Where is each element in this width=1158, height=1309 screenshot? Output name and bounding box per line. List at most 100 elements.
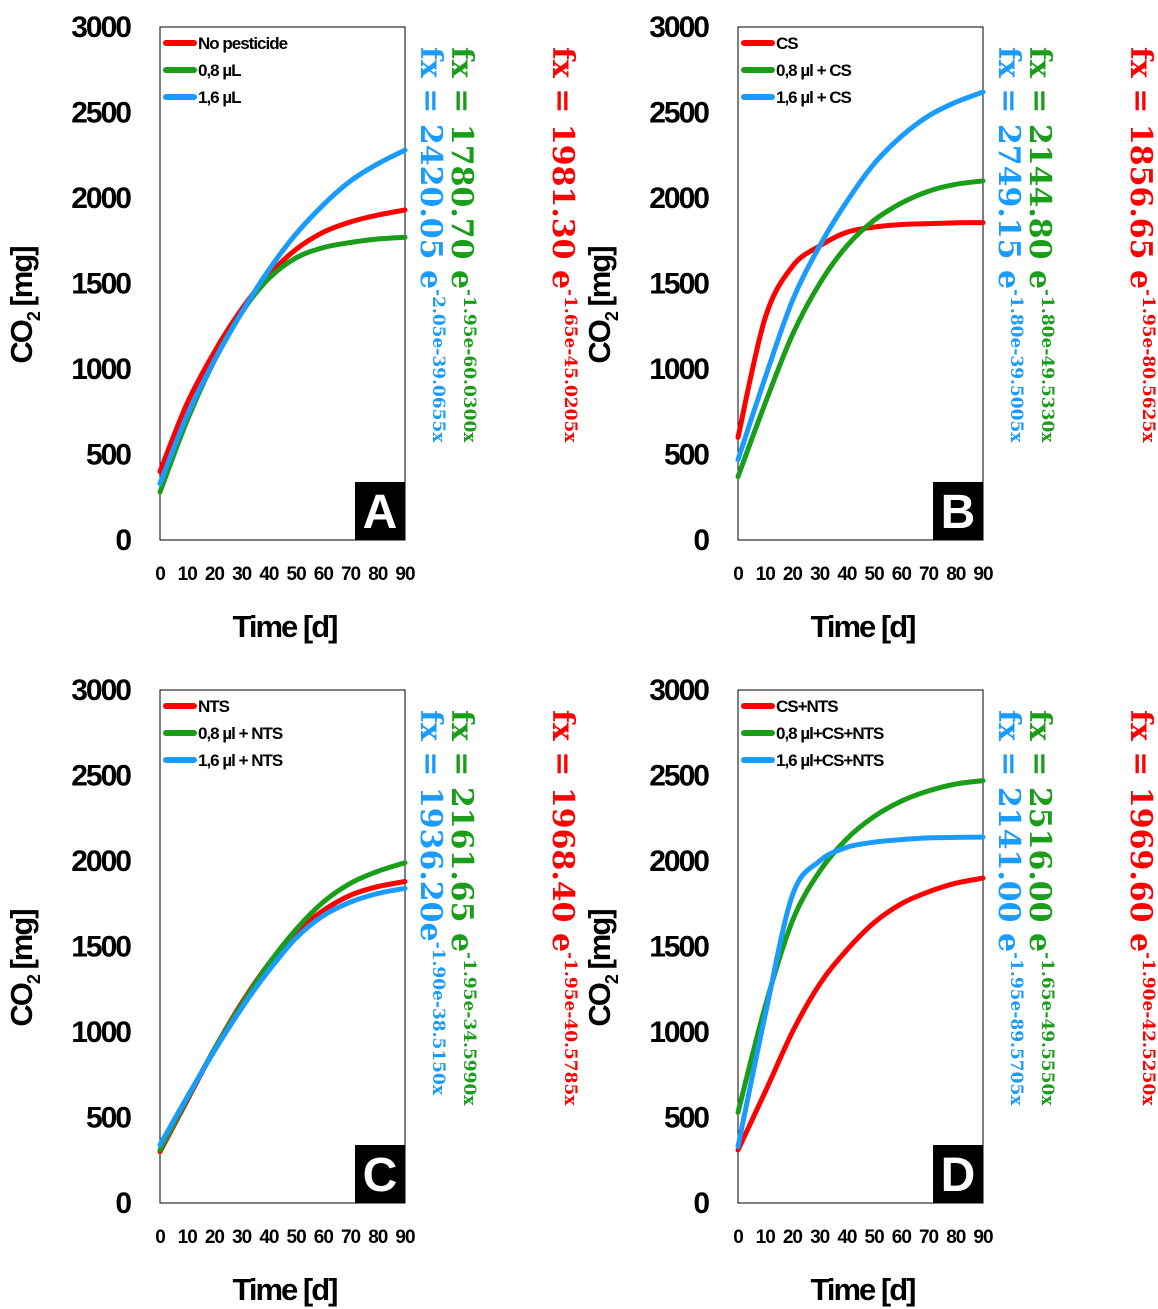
equation-exponent: -1.95e-34.5990x <box>459 952 479 1106</box>
x-tick-label: 50 <box>865 1227 885 1248</box>
y-tick-label: 1000 <box>649 1016 709 1049</box>
y-tick-label: 0 <box>693 1187 709 1220</box>
x-tick-label: 60 <box>314 564 334 585</box>
x-tick-label: 40 <box>837 564 857 585</box>
x-tick-label: 20 <box>783 564 803 585</box>
series-line-2 <box>157 147 408 487</box>
x-axis-title: Time [d] <box>811 609 916 644</box>
x-tick-label: 80 <box>946 1227 966 1248</box>
y-axis-title: CO2 [mg] <box>582 910 622 1027</box>
fit-equation: fx = 1981.30 e-1.65e-45.0205x <box>545 47 580 443</box>
x-tick-label: 10 <box>178 1227 198 1248</box>
y-axis-title-sub: 2 <box>24 974 44 984</box>
legend-label: 0,8 µl+CS+NTS <box>776 724 884 743</box>
x-tick-label: 40 <box>259 1227 279 1248</box>
y-axis-title-unit: [mg] <box>4 247 39 313</box>
series-line-0 <box>735 875 986 1153</box>
x-tick-label: 50 <box>865 564 885 585</box>
equation-main: fx = 2516.00 e <box>1022 710 1057 952</box>
equation-exponent: -1.90e-38.5150x <box>428 942 448 1096</box>
y-axis-title-unit: [mg] <box>582 247 617 313</box>
y-tick-label: 2000 <box>649 845 709 878</box>
y-axis-title-main: CO <box>582 983 617 1026</box>
panel-A: 0 500 1000 1500 2000 2500 3000 0 10 20 30 40 50 60 70 8… <box>4 11 580 644</box>
y-tick-label: 1500 <box>71 268 131 301</box>
y-tick-label: 1500 <box>71 931 131 964</box>
y-tick-label: 0 <box>693 524 709 557</box>
series-line-2 <box>735 89 986 463</box>
x-tick-label: 10 <box>178 564 198 585</box>
equation-main: fx = 1969.60 e <box>1123 710 1158 952</box>
y-axis-title-main: CO <box>4 983 39 1026</box>
legend-label: CS+NTS <box>776 697 838 716</box>
fit-equation: fx = 2420.05 e-2.05e-39.0655x <box>413 47 448 443</box>
equation-main: fx = 1936.20e <box>413 710 448 942</box>
panel-badge <box>355 482 405 540</box>
y-axis-title: CO2 [mg] <box>4 247 44 364</box>
y-tick-label: 1500 <box>649 268 709 301</box>
series-line-2 <box>157 885 408 1148</box>
equation-exponent: -1.65e-49.5550x <box>1037 952 1057 1106</box>
y-tick-label: 2000 <box>649 182 709 215</box>
fit-equation: fx = 1936.20e-1.90e-38.5150x <box>413 710 448 1096</box>
panel-B: 0 500 1000 1500 2000 2500 3000 0 10 20 30 40 50 60 70 8… <box>582 11 1158 644</box>
fit-equation: fx = 2141.00 e-1.95e-89.5705x <box>991 710 1026 1106</box>
x-tick-label: 90 <box>973 564 993 585</box>
legend-label: 1,6 µl + NTS <box>198 751 283 770</box>
panel-badge <box>933 1145 983 1203</box>
equation-exponent: -1.95e-60.0300x <box>459 289 479 443</box>
y-tick-label: 500 <box>664 1102 709 1135</box>
series-line-0 <box>735 220 986 440</box>
x-tick-label: 60 <box>892 564 912 585</box>
y-tick-label: 3000 <box>71 674 131 707</box>
panel-D: 0 500 1000 1500 2000 2500 3000 0 10 20 30 40 50 60 70 8… <box>582 674 1158 1307</box>
y-tick-label: 500 <box>664 439 709 472</box>
x-tick-label: 10 <box>756 564 776 585</box>
equation-main: fx = 1968.40 e <box>545 710 580 952</box>
legend-label: 1,6 µL <box>198 88 241 107</box>
x-tick-label: 30 <box>810 1227 830 1248</box>
y-axis-title-main: CO <box>582 320 617 363</box>
equation-main: fx = 1981.30 e <box>545 47 580 289</box>
legend-label: 0,8 µl + CS <box>776 61 852 80</box>
y-tick-label: 3000 <box>649 674 709 707</box>
y-tick-label: 1000 <box>71 1016 131 1049</box>
panel-letter: D <box>941 1149 976 1202</box>
legend-label: No pesticide <box>198 34 288 53</box>
panel-badge <box>933 482 983 540</box>
y-tick-label: 2500 <box>649 760 709 793</box>
series-line-1 <box>735 178 986 480</box>
series-line-2 <box>735 834 986 1150</box>
y-axis-title-unit: [mg] <box>4 910 39 976</box>
y-tick-label: 3000 <box>649 11 709 44</box>
y-tick-label: 1500 <box>649 931 709 964</box>
equation-exponent: -2.05e-39.0655x <box>428 289 448 443</box>
panel-badge <box>355 1145 405 1203</box>
x-tick-label: 90 <box>973 1227 993 1248</box>
x-tick-label: 70 <box>341 1227 361 1248</box>
y-tick-label: 2500 <box>71 97 131 130</box>
equation-exponent: -1.80e-39.5005x <box>1006 289 1026 443</box>
equation-exponent: -1.90e-42.5250x <box>1138 952 1158 1106</box>
y-axis-title-main: CO <box>4 320 39 363</box>
y-axis-title-unit: [mg] <box>582 910 617 976</box>
x-tick-label: 30 <box>232 564 252 585</box>
x-tick-label: 70 <box>341 564 361 585</box>
series-line-0 <box>157 207 408 475</box>
legend-label: 0,8 µl + NTS <box>198 724 283 743</box>
x-tick-label: 0 <box>733 564 743 585</box>
x-tick-label: 30 <box>232 1227 252 1248</box>
y-tick-label: 1000 <box>649 353 709 386</box>
fit-equation: fx = 1968.40 e-1.95e-40.5785x <box>545 710 580 1106</box>
plot-frame <box>159 26 406 541</box>
equation-exponent: -1.95e-40.5785x <box>560 952 580 1106</box>
x-axis-title: Time [d] <box>233 1272 338 1307</box>
x-tick-label: 0 <box>155 1227 165 1248</box>
equation-main: fx = 2144.80 e <box>1022 47 1057 289</box>
fit-equation: fx = 2161.65 e-1.95e-34.5990x <box>444 710 479 1106</box>
y-tick-label: 2000 <box>71 845 131 878</box>
y-tick-label: 3000 <box>71 11 131 44</box>
x-tick-label: 40 <box>837 1227 857 1248</box>
x-tick-label: 70 <box>919 1227 939 1248</box>
